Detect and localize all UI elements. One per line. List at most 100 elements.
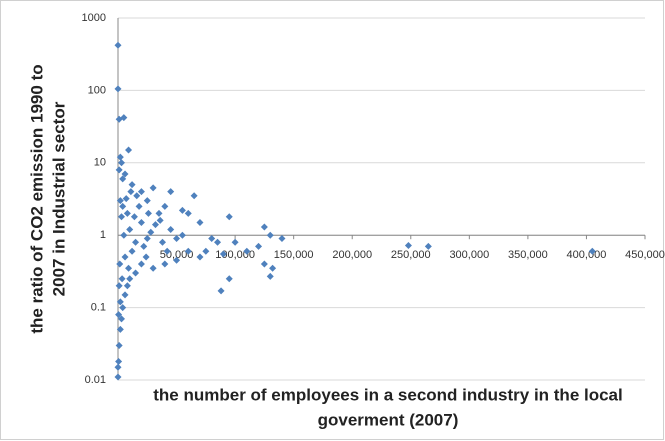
point — [142, 253, 150, 261]
point — [115, 341, 123, 349]
point — [114, 373, 122, 381]
point — [125, 146, 133, 154]
point — [116, 325, 124, 333]
x-tick-label: 350,000 — [508, 249, 548, 261]
y-tick-label: 1 — [100, 229, 106, 241]
point — [114, 363, 122, 371]
point — [122, 195, 130, 203]
point — [133, 192, 141, 200]
point — [173, 256, 181, 264]
point — [116, 260, 124, 268]
x-tick-label: 450,000 — [625, 249, 665, 261]
point — [178, 206, 186, 214]
point — [208, 235, 216, 243]
y-tick-label: 10 — [94, 157, 106, 169]
point — [255, 242, 263, 250]
point — [266, 231, 274, 239]
point — [243, 247, 251, 255]
point — [190, 192, 198, 200]
point — [161, 202, 169, 210]
point — [260, 260, 268, 268]
point — [143, 197, 151, 205]
point — [114, 41, 122, 49]
point — [202, 247, 210, 255]
y-tick-label: 0.1 — [91, 302, 106, 314]
point — [123, 209, 131, 217]
point — [126, 225, 134, 233]
x-tick-label: 150,000 — [274, 249, 314, 261]
point — [260, 223, 268, 231]
point — [163, 247, 171, 255]
y-axis-title: the ratio of CO2 emission 1990 to — [27, 64, 46, 333]
y-tick-label: 1000 — [82, 12, 106, 24]
point — [118, 275, 126, 283]
point — [151, 221, 159, 229]
point — [127, 188, 135, 196]
point — [114, 85, 122, 93]
x-tick-label: 400,000 — [567, 249, 607, 261]
point — [115, 358, 123, 366]
point — [269, 264, 277, 272]
point — [120, 231, 128, 239]
point — [121, 170, 129, 178]
point — [144, 209, 152, 217]
point — [159, 238, 167, 246]
point — [132, 238, 140, 246]
point — [132, 269, 140, 277]
point — [155, 209, 163, 217]
point — [130, 213, 138, 221]
point — [121, 291, 129, 299]
point — [217, 287, 225, 295]
point — [118, 159, 126, 167]
point — [121, 253, 129, 261]
point — [119, 304, 127, 312]
point — [115, 166, 123, 174]
point — [116, 153, 124, 161]
point — [115, 311, 123, 319]
point — [123, 282, 131, 290]
point — [278, 235, 286, 243]
point — [116, 197, 124, 205]
point — [137, 260, 145, 268]
point — [214, 238, 222, 246]
point — [149, 264, 157, 272]
point — [118, 315, 126, 323]
point — [231, 238, 239, 246]
x-tick-label: 200,000 — [332, 249, 372, 261]
point — [196, 253, 204, 261]
point — [588, 247, 596, 255]
point — [167, 188, 175, 196]
point — [128, 181, 136, 189]
point — [149, 184, 157, 192]
point — [137, 188, 145, 196]
point — [219, 250, 227, 258]
y-tick-label: 0.01 — [85, 374, 106, 386]
y-axis-title: 2007 in Industrial sector — [49, 101, 68, 296]
point — [404, 242, 412, 250]
point — [135, 202, 143, 210]
point — [225, 275, 233, 283]
point — [119, 202, 127, 210]
point — [266, 272, 274, 280]
x-axis-title: goverment (2007) — [318, 410, 459, 429]
x-tick-label: 300,000 — [449, 249, 489, 261]
point — [116, 298, 124, 306]
x-axis-title: the number of employees in a second indu… — [153, 385, 622, 404]
point — [173, 235, 181, 243]
point — [140, 242, 148, 250]
point — [184, 209, 192, 217]
point — [178, 231, 186, 239]
point — [128, 247, 136, 255]
point — [424, 242, 432, 250]
point — [143, 235, 151, 243]
point — [126, 275, 134, 283]
point — [118, 213, 126, 221]
point — [125, 264, 133, 272]
point — [119, 175, 127, 183]
point — [120, 114, 128, 122]
point — [137, 218, 145, 226]
point — [184, 247, 192, 255]
